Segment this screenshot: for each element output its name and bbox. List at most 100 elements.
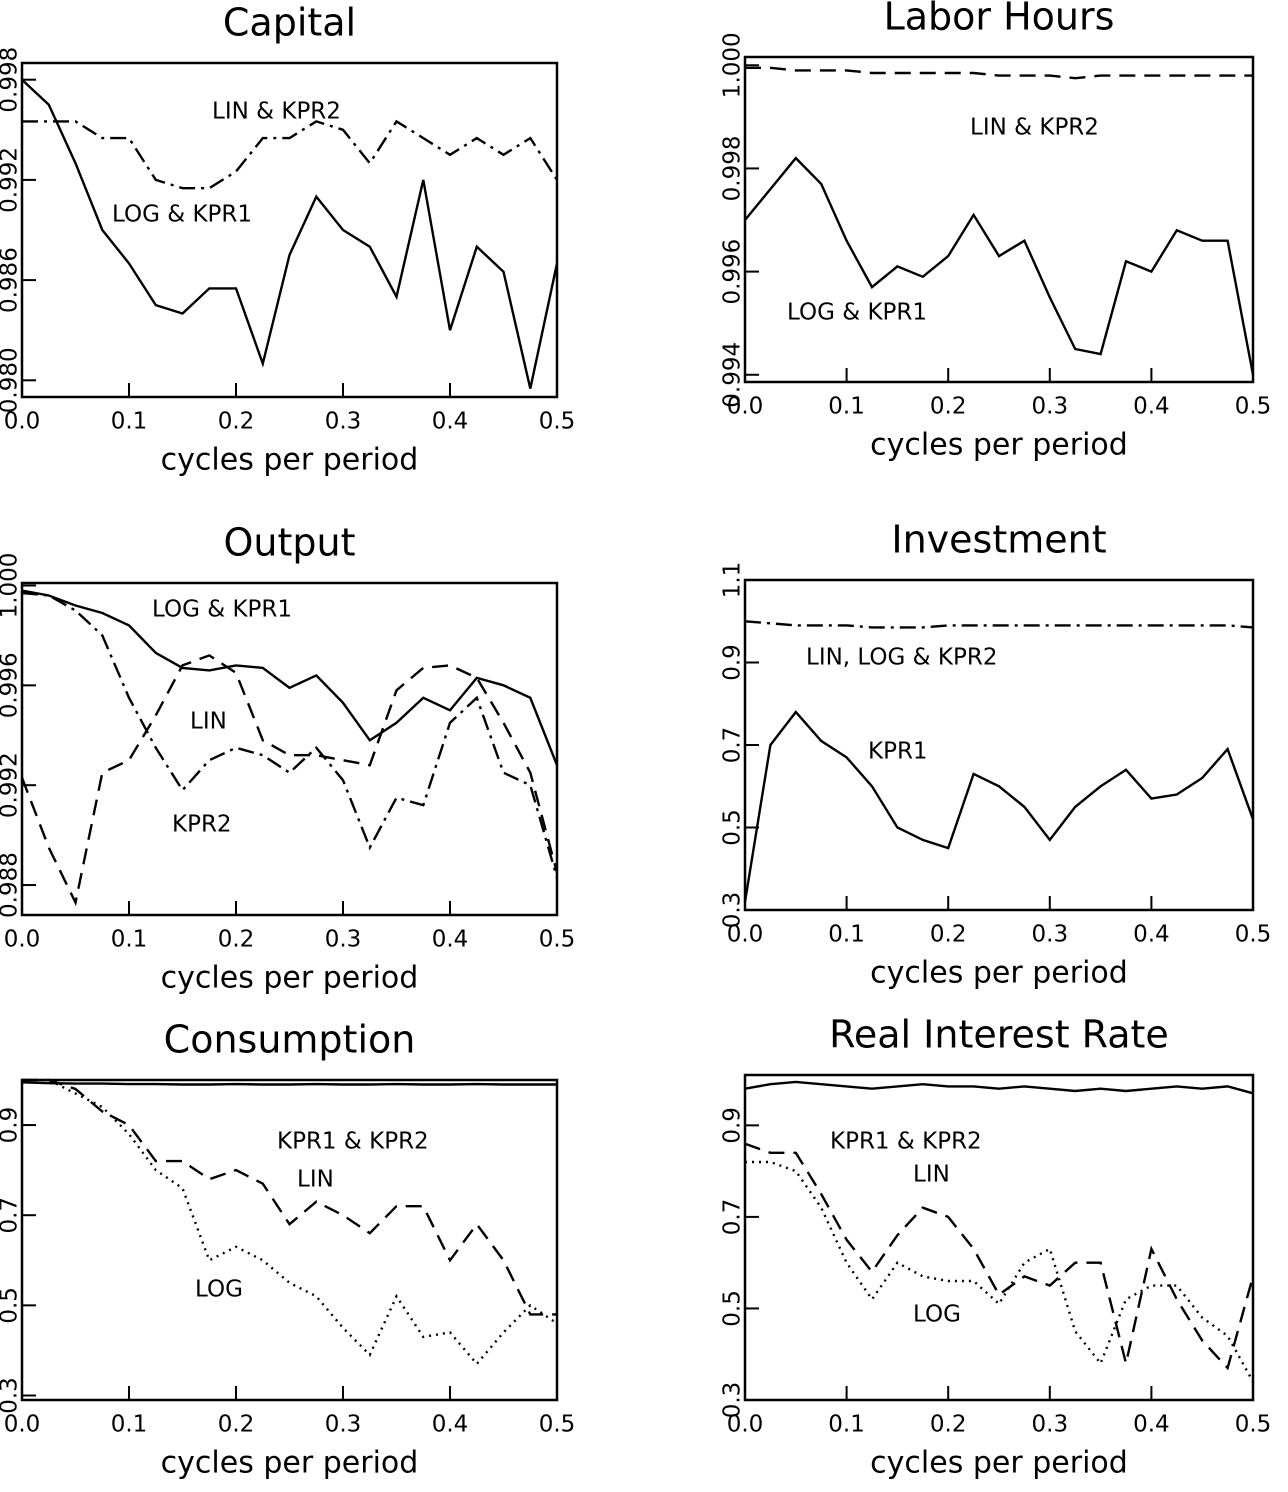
panel: Output cycles per period 0.0 0.1 0.2 0.3 0.4 0.…	[0, 521, 575, 996]
series-label: KPR1 & KPR2	[277, 1129, 429, 1155]
series-line	[20, 654, 559, 907]
y-tick-label: 0.998	[720, 135, 746, 201]
x-tick-label: 0.3	[1032, 1412, 1069, 1438]
chart-title: Labor Hours	[884, 0, 1115, 39]
x-tick-label: 0.1	[828, 922, 865, 948]
y-tick-label: 0.3	[720, 1382, 746, 1419]
y-tick-label: 0.992	[0, 752, 23, 818]
x-tick-label: 0.5	[539, 1412, 576, 1438]
x-tick-label: 0.3	[325, 927, 362, 953]
x-axis-label: cycles per period	[870, 1446, 1128, 1481]
y-tick-label: 1.000	[0, 553, 23, 619]
series-line	[745, 66, 1253, 80]
chart-title: Output	[224, 521, 356, 565]
x-axis-label: cycles per period	[870, 956, 1128, 991]
x-tick-label: 0.0	[4, 409, 41, 435]
x-tick-label: 0.5	[539, 927, 576, 953]
series-label: LIN	[297, 1167, 334, 1193]
x-tick-label: 0.5	[1235, 1412, 1272, 1438]
y-tick-label: 0.3	[0, 1377, 23, 1414]
x-tick-label: 0.3	[1032, 394, 1069, 420]
x-tick-label: 0.1	[111, 1412, 148, 1438]
x-tick-label: 0.4	[1133, 394, 1170, 420]
x-tick-label: 0.3	[1032, 922, 1069, 948]
x-tick-label: 0.4	[432, 1412, 469, 1438]
x-tick-label: 0.2	[930, 394, 967, 420]
x-tick-label: 0.4	[432, 409, 469, 435]
x-axis-label: cycles per period	[161, 1446, 419, 1481]
series-label: LOG	[195, 1277, 243, 1303]
x-tick-label: 0.5	[1235, 394, 1272, 420]
panel: Investment cycles per period 0.0 0.1 0.2 0.3 0…	[720, 518, 1272, 991]
chart-title: Consumption	[164, 1018, 416, 1062]
series-label: KPR1	[868, 739, 928, 765]
series-label: KPR2	[172, 812, 232, 838]
y-tick-label: 0.992	[0, 147, 23, 213]
plot-frame	[743, 1073, 1255, 1402]
x-tick-label: 0.0	[727, 922, 764, 948]
x-tick-label: 0.5	[1235, 922, 1272, 948]
x-tick-label: 0.4	[1133, 922, 1170, 948]
x-tick-label: 0.3	[325, 1412, 362, 1438]
plot-frame	[20, 61, 559, 399]
panel: Capital cycles per period 0.0 0.1 0.2 0.3 0.4 0…	[0, 1, 575, 478]
x-tick-label: 0.2	[218, 1412, 255, 1438]
x-tick-label: 0.2	[218, 927, 255, 953]
y-tick-label: 0.5	[720, 809, 746, 846]
y-tick-label: 0.996	[720, 239, 746, 305]
y-tick-label: 0.986	[0, 247, 23, 313]
y-tick-label: 0.980	[0, 347, 23, 413]
x-tick-label: 0.2	[218, 409, 255, 435]
series-line	[22, 1078, 557, 1316]
x-tick-label: 0.0	[4, 1412, 41, 1438]
plot-frame	[20, 581, 559, 917]
x-tick-label: 0.5	[539, 409, 576, 435]
x-tick-label: 0.1	[111, 409, 148, 435]
x-axis-label: cycles per period	[161, 443, 419, 478]
x-tick-label: 0.1	[828, 1412, 865, 1438]
x-tick-label: 0.2	[930, 1412, 967, 1438]
series-line	[743, 710, 1255, 902]
y-tick-label: 1.1	[720, 562, 746, 599]
series-line	[21, 78, 559, 389]
series-line	[21, 589, 559, 766]
y-tick-label: 0.996	[0, 652, 23, 718]
x-tick-label: 0.4	[1133, 1412, 1170, 1438]
series-line	[21, 1081, 557, 1086]
series-label: LIN, LOG & KPR2	[806, 645, 997, 671]
series-line	[22, 119, 559, 190]
y-tick-label: 0.994	[720, 342, 746, 408]
series-line	[744, 1142, 1255, 1371]
x-tick-label: 0.0	[727, 394, 764, 420]
x-axis-label: cycles per period	[870, 428, 1128, 463]
series-label: LOG & KPR1	[112, 202, 252, 228]
series-label: LIN & KPR2	[212, 99, 341, 125]
x-tick-label: 0.0	[727, 1412, 764, 1438]
x-tick-label: 0.3	[325, 409, 362, 435]
x-tick-label: 0.0	[4, 927, 41, 953]
x-tick-label: 0.4	[432, 927, 469, 953]
x-tick-label: 0.1	[828, 394, 865, 420]
y-tick-label: 0.988	[0, 852, 23, 918]
panel: Consumption cycles per period 0.0 0.1 0.2 0.3…	[0, 1018, 575, 1481]
panel: Labor Hours cycles per period 0.0 0.1 0.2 0.3…	[720, 0, 1272, 463]
y-tick-label: 0.3	[720, 892, 746, 929]
series-line	[744, 156, 1255, 376]
series-line	[21, 591, 559, 878]
y-tick-label: 0.7	[0, 1197, 23, 1234]
x-tick-label: 0.1	[111, 927, 148, 953]
y-tick-label: 1.000	[720, 32, 746, 98]
y-tick-label: 0.9	[720, 644, 746, 681]
y-tick-label: 0.5	[0, 1287, 23, 1324]
x-tick-label: 0.2	[930, 922, 967, 948]
chart-title: Real Interest Rate	[829, 1013, 1169, 1057]
plot-frame	[743, 55, 1255, 384]
y-tick-label: 0.5	[720, 1290, 746, 1327]
series-line	[744, 620, 1254, 629]
y-tick-label: 0.998	[0, 47, 23, 113]
series-label: LIN	[190, 709, 227, 735]
series-label: LOG & KPR1	[152, 597, 292, 623]
y-tick-label: 0.7	[720, 1199, 746, 1236]
